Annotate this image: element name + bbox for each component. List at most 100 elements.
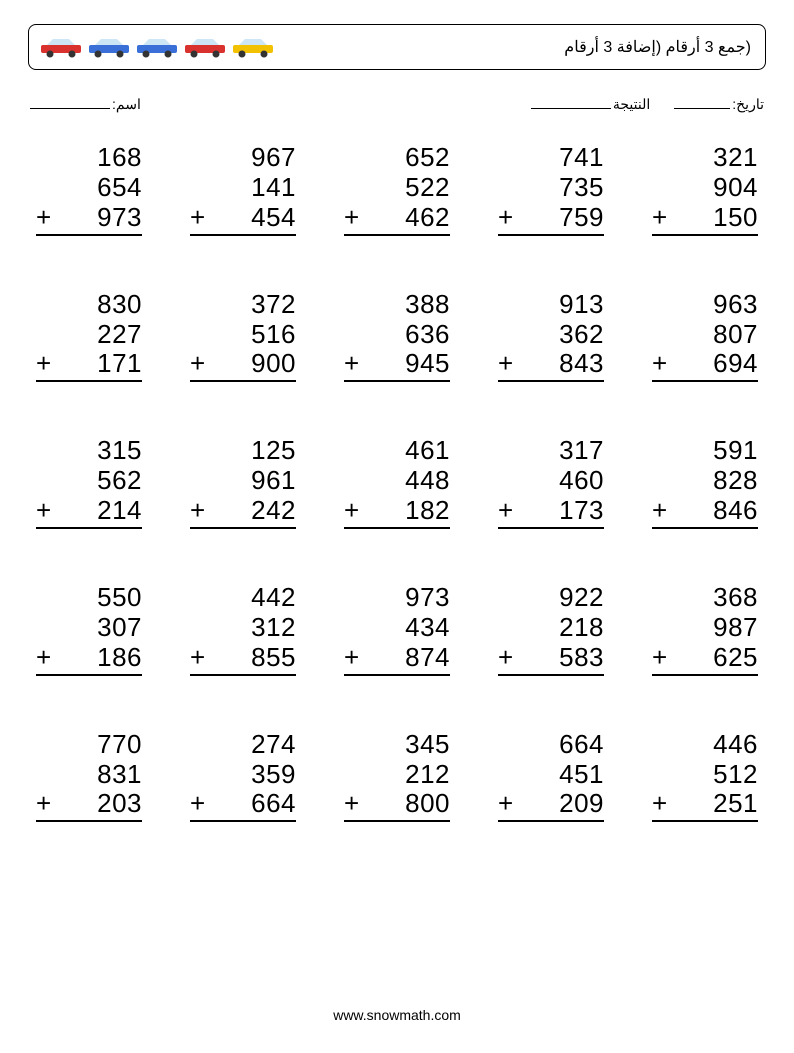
addend-1: 770 xyxy=(82,730,142,760)
addend-1: 913 xyxy=(544,290,604,320)
addend-1: 591 xyxy=(698,436,758,466)
addend-2: 359 xyxy=(236,760,296,790)
problems-grid: 168654 +973 967141+454 652522+462 741735+759… xyxy=(28,143,766,822)
worksheet-title: (جمع 3 أرقام (إضافة 3 أرقام xyxy=(564,37,751,57)
addend-3: 625 xyxy=(698,643,758,673)
addition-problem: 315562+214 xyxy=(36,436,142,529)
date-label: تاريخ: xyxy=(732,96,764,113)
plus-operator: + xyxy=(36,789,52,819)
name-label: اسم: xyxy=(112,96,141,113)
name-line xyxy=(30,94,110,109)
addend-1: 973 xyxy=(390,583,450,613)
addend-2: 434 xyxy=(390,613,450,643)
addend-3: 664 xyxy=(236,789,296,819)
addend-2: 516 xyxy=(236,320,296,350)
plus-operator: + xyxy=(36,203,52,233)
addend-2: 987 xyxy=(698,613,758,643)
date-field: تاريخ: xyxy=(674,94,764,113)
plus-operator: + xyxy=(190,349,206,379)
addend-3: 855 xyxy=(236,643,296,673)
addition-problem: 830227+171 xyxy=(36,290,142,383)
addend-3: 843 xyxy=(544,349,604,379)
addend-3: 945 xyxy=(390,349,450,379)
addend-3: 846 xyxy=(698,496,758,526)
plus-operator: + xyxy=(344,496,360,526)
addition-problem: 591828+846 xyxy=(652,436,758,529)
addend-2: 831 xyxy=(82,760,142,790)
addend-2: 512 xyxy=(698,760,758,790)
addition-problem: 963807+694 xyxy=(652,290,758,383)
addend-2: 961 xyxy=(236,466,296,496)
addend-2: 212 xyxy=(390,760,450,790)
worksheet-page: (جمع 3 أرقام (إضافة 3 أرقام تاريخ: النتي… xyxy=(0,0,794,1053)
addition-problem: 372516+900 xyxy=(190,290,296,383)
plus-operator: + xyxy=(344,643,360,673)
plus-operator: + xyxy=(652,203,668,233)
addend-3: 900 xyxy=(236,349,296,379)
addend-2: 362 xyxy=(544,320,604,350)
addend-3: 150 xyxy=(698,203,758,233)
car-icon xyxy=(87,36,131,58)
addend-1: 388 xyxy=(390,290,450,320)
addend-3: 800 xyxy=(390,789,450,819)
plus-operator: + xyxy=(498,496,514,526)
plus-operator: + xyxy=(36,496,52,526)
addend-1: 168 xyxy=(82,143,142,173)
addend-2: 141 xyxy=(236,173,296,203)
addition-problem: 321904 +150 xyxy=(652,143,758,236)
addend-2: 562 xyxy=(82,466,142,496)
addend-3: 214 xyxy=(82,496,142,526)
addend-3: 251 xyxy=(698,789,758,819)
addend-3: 973 xyxy=(82,203,142,233)
plus-operator: + xyxy=(36,643,52,673)
addend-2: 904 xyxy=(698,173,758,203)
addition-problem: 550307+186 xyxy=(36,583,142,676)
addend-1: 321 xyxy=(698,143,758,173)
addend-1: 963 xyxy=(698,290,758,320)
addend-3: 173 xyxy=(544,496,604,526)
addition-problem: 345212+800 xyxy=(344,730,450,823)
footer-text: www.snowmath.com xyxy=(0,1007,794,1023)
addend-3: 583 xyxy=(544,643,604,673)
addend-3: 171 xyxy=(82,349,142,379)
addend-2: 218 xyxy=(544,613,604,643)
addend-2: 451 xyxy=(544,760,604,790)
car-icon xyxy=(135,36,179,58)
addition-problem: 368987+625 xyxy=(652,583,758,676)
addition-problem: 652522+462 xyxy=(344,143,450,236)
addition-problem: 913362+843 xyxy=(498,290,604,383)
addition-problem: 967141+454 xyxy=(190,143,296,236)
addend-3: 203 xyxy=(82,789,142,819)
addend-1: 652 xyxy=(390,143,450,173)
addend-2: 460 xyxy=(544,466,604,496)
plus-operator: + xyxy=(190,496,206,526)
addition-problem: 741735+759 xyxy=(498,143,604,236)
addend-1: 345 xyxy=(390,730,450,760)
addend-3: 186 xyxy=(82,643,142,673)
car-icon xyxy=(39,36,83,58)
plus-operator: + xyxy=(36,349,52,379)
plus-operator: + xyxy=(652,349,668,379)
addend-3: 454 xyxy=(236,203,296,233)
addend-3: 242 xyxy=(236,496,296,526)
plus-operator: + xyxy=(344,203,360,233)
plus-operator: + xyxy=(344,349,360,379)
addend-1: 125 xyxy=(236,436,296,466)
addend-1: 741 xyxy=(544,143,604,173)
addend-1: 446 xyxy=(698,730,758,760)
plus-operator: + xyxy=(190,643,206,673)
addend-1: 461 xyxy=(390,436,450,466)
plus-operator: + xyxy=(652,643,668,673)
addend-3: 209 xyxy=(544,789,604,819)
addend-3: 694 xyxy=(698,349,758,379)
plus-operator: + xyxy=(652,789,668,819)
addition-problem: 922218+583 xyxy=(498,583,604,676)
plus-operator: + xyxy=(652,496,668,526)
car-icon xyxy=(231,36,275,58)
header-box: (جمع 3 أرقام (إضافة 3 أرقام xyxy=(28,24,766,70)
addend-2: 654 xyxy=(82,173,142,203)
addend-1: 317 xyxy=(544,436,604,466)
plus-operator: + xyxy=(190,789,206,819)
car-icon xyxy=(183,36,227,58)
addend-1: 664 xyxy=(544,730,604,760)
